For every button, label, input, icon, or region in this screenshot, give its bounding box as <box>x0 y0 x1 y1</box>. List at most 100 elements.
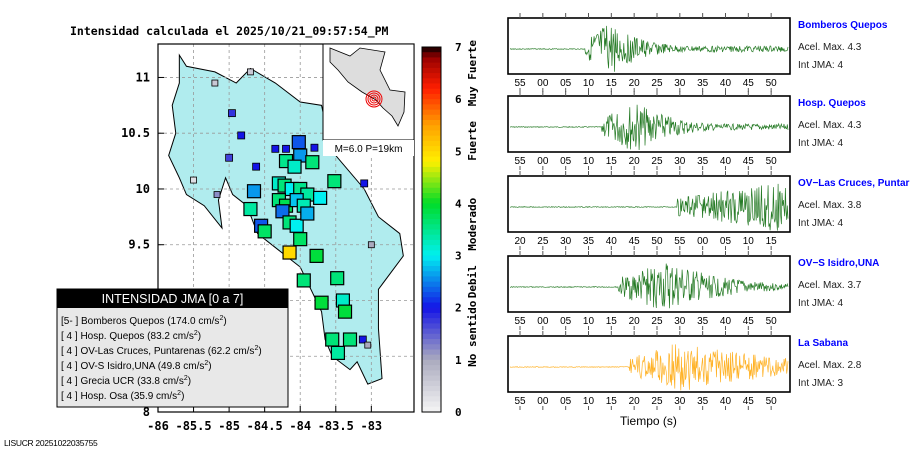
trace-tick-label: 00 <box>537 316 549 327</box>
colorbar-segment <box>422 339 441 345</box>
time-axis-label: Tiempo (s) <box>620 414 677 428</box>
station-marker <box>252 162 261 171</box>
trace-tick-label: 25 <box>537 236 549 247</box>
colorbar-segment <box>422 255 441 262</box>
colorbar-segment <box>422 239 441 246</box>
epicenter-icon <box>367 92 381 106</box>
trace-tick-label: 35 <box>697 78 709 89</box>
station-marker <box>313 190 328 205</box>
colorbar-segment <box>422 135 441 142</box>
colorbar-segment <box>422 224 441 231</box>
station-marker <box>246 184 262 199</box>
inset-land <box>329 47 406 127</box>
legend-item: [ 4 ] Grecia UCR (33.8 cm/s2) <box>61 375 191 387</box>
lat-tick-label: 8 <box>143 405 150 419</box>
trace-max-acceleration: Acel. Max. 4.3 <box>798 42 862 53</box>
colorbar-segment <box>422 120 441 126</box>
colorbar-segment <box>422 318 441 324</box>
station-marker <box>300 206 315 221</box>
trace-tick-label: 50 <box>766 156 778 167</box>
colorbar-segment <box>422 391 441 397</box>
colorbar-segment <box>422 375 441 382</box>
station-marker <box>364 341 372 349</box>
seismogram-waveform <box>509 25 789 72</box>
trace-tick-label: 50 <box>766 396 778 407</box>
colorbar-segment <box>422 93 441 100</box>
colorbar-segment <box>422 78 441 85</box>
station-marker <box>287 159 302 174</box>
station-marker <box>337 304 353 319</box>
inset-label-bg <box>323 140 414 156</box>
legend-item-superscript: 2 <box>254 345 258 352</box>
lon-tick-label: -84.5 <box>247 419 283 433</box>
trace-tick-label: 30 <box>674 78 686 89</box>
station-marker <box>327 174 342 189</box>
colorbar-segment <box>422 151 441 158</box>
trace-station-name: OV−Las Cruces, Puntar <box>798 178 910 189</box>
trace-tick-label: 45 <box>743 396 755 407</box>
trace-tick-label: 50 <box>766 78 778 89</box>
lon-tick-label: -86 <box>147 419 169 433</box>
trace-tick-label: 45 <box>743 78 755 89</box>
trace-tick-label: 45 <box>743 316 755 327</box>
colorbar-category-label: Fuerte <box>466 121 479 161</box>
colorbar-tick-label: 7 <box>455 41 462 54</box>
legend-item-level: [ 4 ] <box>61 346 80 357</box>
colorbar-segment <box>422 406 441 413</box>
legend-item: [ 4 ] OV-S Isidro,UNA (49.8 cm/s2) <box>61 360 212 372</box>
colorbar-segment <box>422 344 441 351</box>
station-marker <box>282 144 290 153</box>
trace-max-acceleration: Acel. Max. 4.3 <box>798 120 862 131</box>
trace-tick-label: 20 <box>629 396 641 407</box>
colorbar-segment <box>422 67 441 74</box>
colorbar-segment <box>422 125 441 132</box>
legend-item-level: [ 4 ] <box>61 331 80 342</box>
trace-tick-label: 45 <box>629 236 641 247</box>
station-marker <box>257 224 272 239</box>
trace-tick-label: 00 <box>537 78 549 89</box>
colorbar-segment <box>422 161 441 168</box>
colorbar-segment <box>422 73 441 79</box>
colorbar-segment <box>422 245 441 251</box>
colorbar-frame <box>421 46 442 413</box>
lat-tick-label: 10 <box>136 182 150 196</box>
legend-item-level: [ 4 ] <box>61 391 80 402</box>
station-marker <box>247 68 254 76</box>
station-marker <box>289 218 304 233</box>
trace-tick-label: 55 <box>514 156 526 167</box>
epicenter-icon <box>369 94 379 104</box>
colorbar-segment <box>422 396 441 403</box>
trace-tick-label: 55 <box>514 78 526 89</box>
lon-tick-label: -83 <box>360 419 382 433</box>
map-frame <box>157 43 415 413</box>
colorbar-segment <box>422 328 441 335</box>
trace-tick-label: 25 <box>651 156 663 167</box>
legend-item-tail: ) <box>181 391 184 402</box>
colorbar-tick-label: 0 <box>455 406 462 419</box>
legend-item-tail: ) <box>208 361 211 372</box>
lon-tick-label: -85.5 <box>175 419 211 433</box>
trace-tick-label: 30 <box>560 236 572 247</box>
trace-tick-label: 30 <box>674 396 686 407</box>
legend-item-level: [5- ] <box>61 316 81 327</box>
trace-max-acceleration: Acel. Max. 3.7 <box>798 280 862 291</box>
colorbar-segment <box>422 292 441 298</box>
station-marker <box>342 332 358 347</box>
colorbar-segment <box>422 385 441 392</box>
colorbar-segment <box>422 302 441 309</box>
trace-tick-label: 10 <box>743 236 755 247</box>
trace-tick-label: 20 <box>514 236 526 247</box>
trace-tick-label: 15 <box>606 396 618 407</box>
legend-item-station: OV-S Isidro,UNA <box>80 361 157 372</box>
colorbar-category-label: No sentido <box>466 300 479 367</box>
trace-tick-label: 55 <box>514 396 526 407</box>
inset-label: M=6.0 P=19km <box>335 144 403 155</box>
trace-tick-label: 55 <box>674 236 686 247</box>
colorbar-segment <box>422 114 441 121</box>
trace-tick-label: 00 <box>537 156 549 167</box>
trace-station-name: OV−S Isidro,UNA <box>798 258 880 269</box>
colorbar-segment <box>422 62 441 69</box>
colorbar-segment <box>422 276 441 283</box>
trace-tick-label: 10 <box>583 316 595 327</box>
legend-item: [ 4 ] Hosp. Quepos (83.2 cm/s2) <box>61 330 201 342</box>
